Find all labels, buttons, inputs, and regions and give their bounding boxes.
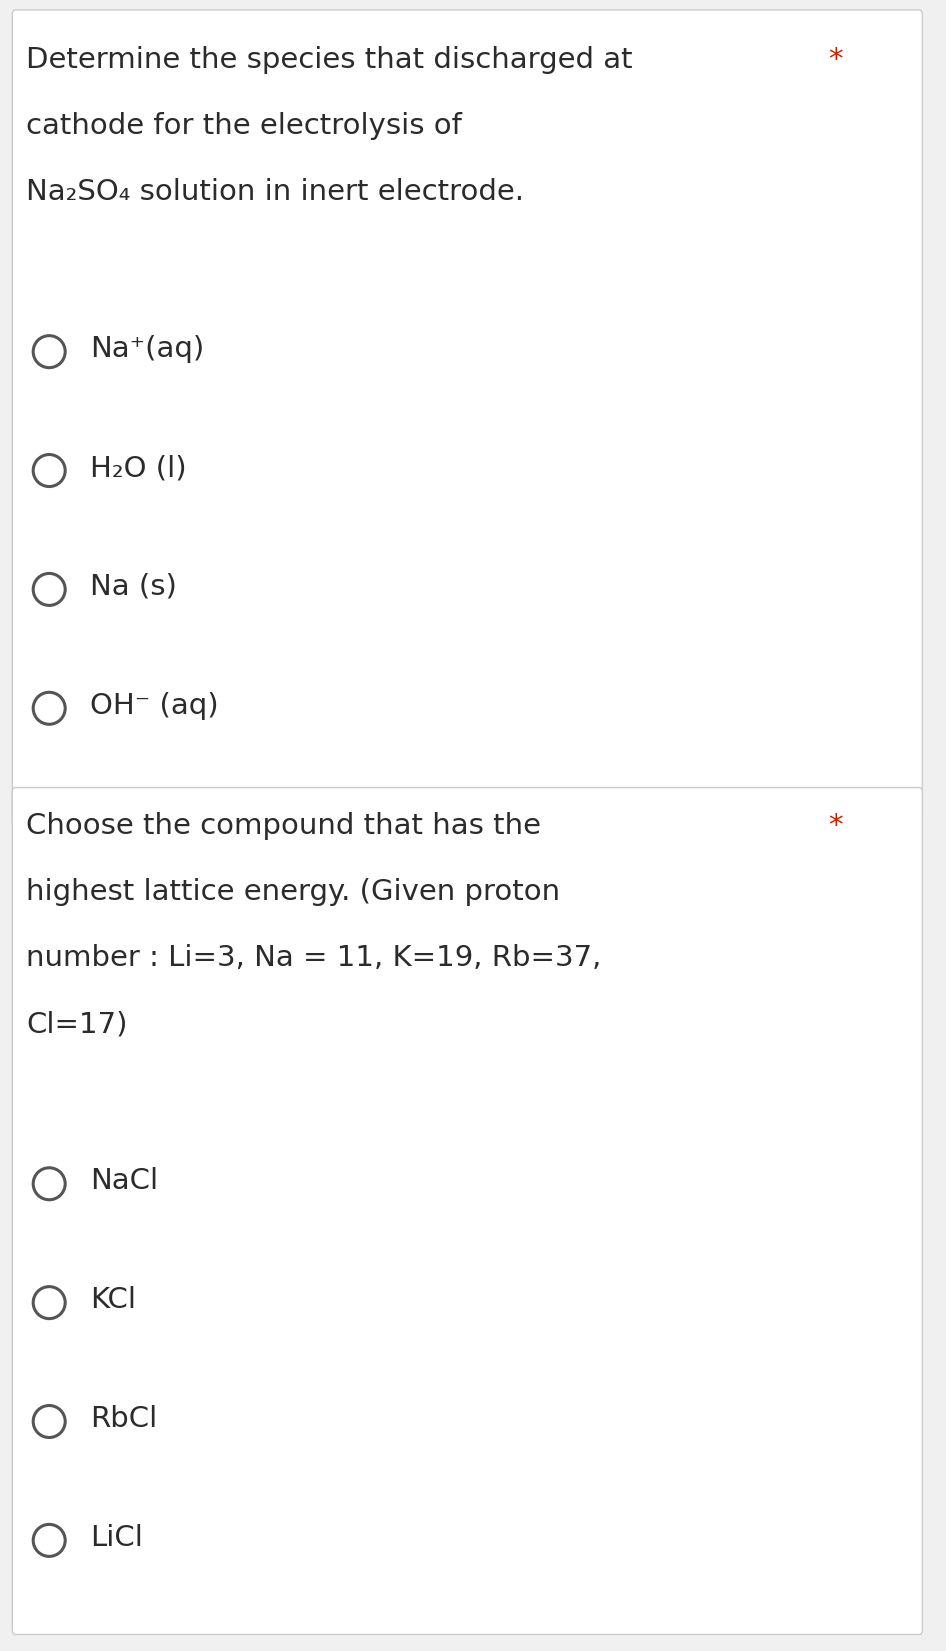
- FancyBboxPatch shape: [12, 788, 922, 1634]
- Text: NaCl: NaCl: [90, 1167, 158, 1195]
- Text: Cl=17): Cl=17): [26, 1010, 128, 1038]
- Text: Na (s): Na (s): [90, 573, 177, 601]
- Text: H₂O (l): H₂O (l): [90, 454, 186, 482]
- Text: RbCl: RbCl: [90, 1405, 157, 1433]
- Text: LiCl: LiCl: [90, 1524, 143, 1552]
- Text: Choose the compound that has the: Choose the compound that has the: [26, 812, 541, 840]
- Text: *: *: [828, 46, 842, 74]
- Text: highest lattice energy. (Given proton: highest lattice energy. (Given proton: [26, 878, 561, 906]
- Text: Na⁺(aq): Na⁺(aq): [90, 335, 204, 363]
- FancyBboxPatch shape: [12, 10, 922, 825]
- Text: number : Li=3, Na = 11, K=19, Rb=37,: number : Li=3, Na = 11, K=19, Rb=37,: [26, 944, 602, 972]
- Text: Na₂SO₄ solution in inert electrode.: Na₂SO₄ solution in inert electrode.: [26, 178, 524, 206]
- Text: OH⁻ (aq): OH⁻ (aq): [90, 692, 219, 720]
- Text: *: *: [828, 812, 842, 840]
- Text: KCl: KCl: [90, 1286, 136, 1314]
- Text: Determine the species that discharged at: Determine the species that discharged at: [26, 46, 633, 74]
- Text: cathode for the electrolysis of: cathode for the electrolysis of: [26, 112, 463, 140]
